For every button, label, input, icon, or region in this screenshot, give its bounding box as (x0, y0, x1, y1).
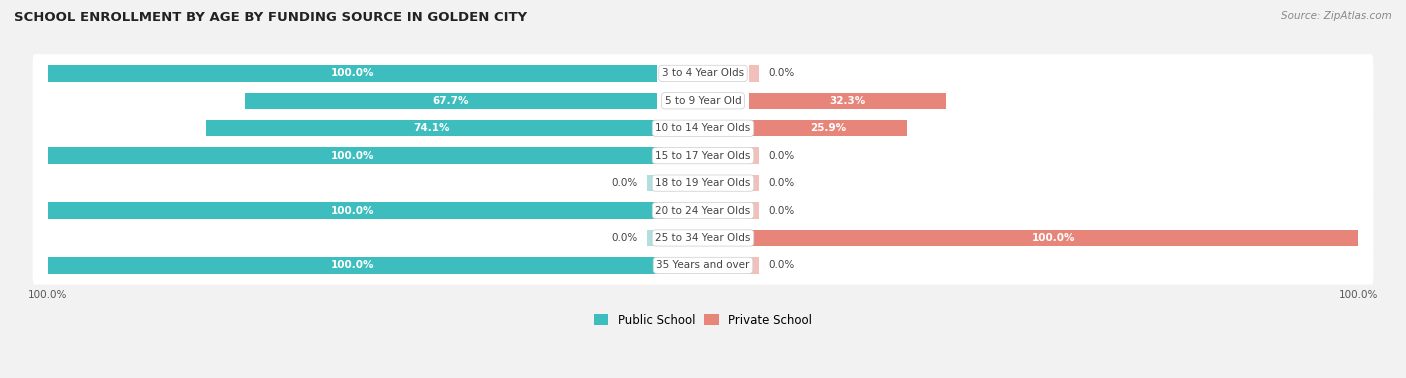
Bar (749, 147, 759, 164)
FancyBboxPatch shape (32, 191, 1374, 230)
FancyBboxPatch shape (32, 246, 1374, 285)
Text: 0.0%: 0.0% (612, 233, 637, 243)
Text: 0.0%: 0.0% (612, 178, 637, 188)
Text: 0.0%: 0.0% (769, 260, 794, 270)
Text: 100.0%: 100.0% (330, 206, 374, 215)
Bar (48, 202, 657, 219)
Bar (205, 120, 657, 136)
Text: 15 to 17 Year Olds: 15 to 17 Year Olds (655, 151, 751, 161)
Text: 100.0%: 100.0% (330, 151, 374, 161)
Bar (48, 257, 657, 274)
Bar (749, 120, 907, 136)
Bar (48, 147, 657, 164)
Text: 32.3%: 32.3% (830, 96, 866, 106)
FancyBboxPatch shape (32, 109, 1374, 147)
Text: 25 to 34 Year Olds: 25 to 34 Year Olds (655, 233, 751, 243)
Bar (749, 65, 759, 82)
Text: 0.0%: 0.0% (769, 206, 794, 215)
FancyBboxPatch shape (32, 219, 1374, 257)
Text: 25.9%: 25.9% (810, 123, 846, 133)
FancyBboxPatch shape (32, 82, 1374, 120)
Bar (48, 65, 657, 82)
Text: 67.7%: 67.7% (433, 96, 470, 106)
Text: 100.0%: 100.0% (1032, 233, 1076, 243)
Text: 18 to 19 Year Olds: 18 to 19 Year Olds (655, 178, 751, 188)
FancyBboxPatch shape (32, 164, 1374, 202)
Text: 3 to 4 Year Olds: 3 to 4 Year Olds (662, 68, 744, 78)
Bar (749, 230, 1358, 246)
Text: 100.0%: 100.0% (330, 68, 374, 78)
FancyBboxPatch shape (32, 136, 1374, 175)
Text: 0.0%: 0.0% (769, 68, 794, 78)
Text: Source: ZipAtlas.com: Source: ZipAtlas.com (1281, 11, 1392, 21)
FancyBboxPatch shape (32, 54, 1374, 93)
Bar (647, 175, 657, 191)
Text: 5 to 9 Year Old: 5 to 9 Year Old (665, 96, 741, 106)
Text: 74.1%: 74.1% (413, 123, 450, 133)
Text: SCHOOL ENROLLMENT BY AGE BY FUNDING SOURCE IN GOLDEN CITY: SCHOOL ENROLLMENT BY AGE BY FUNDING SOUR… (14, 11, 527, 24)
Text: 0.0%: 0.0% (769, 151, 794, 161)
Text: 0.0%: 0.0% (769, 178, 794, 188)
Bar (245, 93, 657, 109)
Bar (749, 93, 946, 109)
Legend: Public School, Private School: Public School, Private School (589, 309, 817, 332)
Text: 10 to 14 Year Olds: 10 to 14 Year Olds (655, 123, 751, 133)
Text: 100.0%: 100.0% (330, 260, 374, 270)
Text: 20 to 24 Year Olds: 20 to 24 Year Olds (655, 206, 751, 215)
Bar (749, 202, 759, 219)
Bar (749, 175, 759, 191)
Bar (749, 257, 759, 274)
Bar (647, 230, 657, 246)
Text: 35 Years and over: 35 Years and over (657, 260, 749, 270)
